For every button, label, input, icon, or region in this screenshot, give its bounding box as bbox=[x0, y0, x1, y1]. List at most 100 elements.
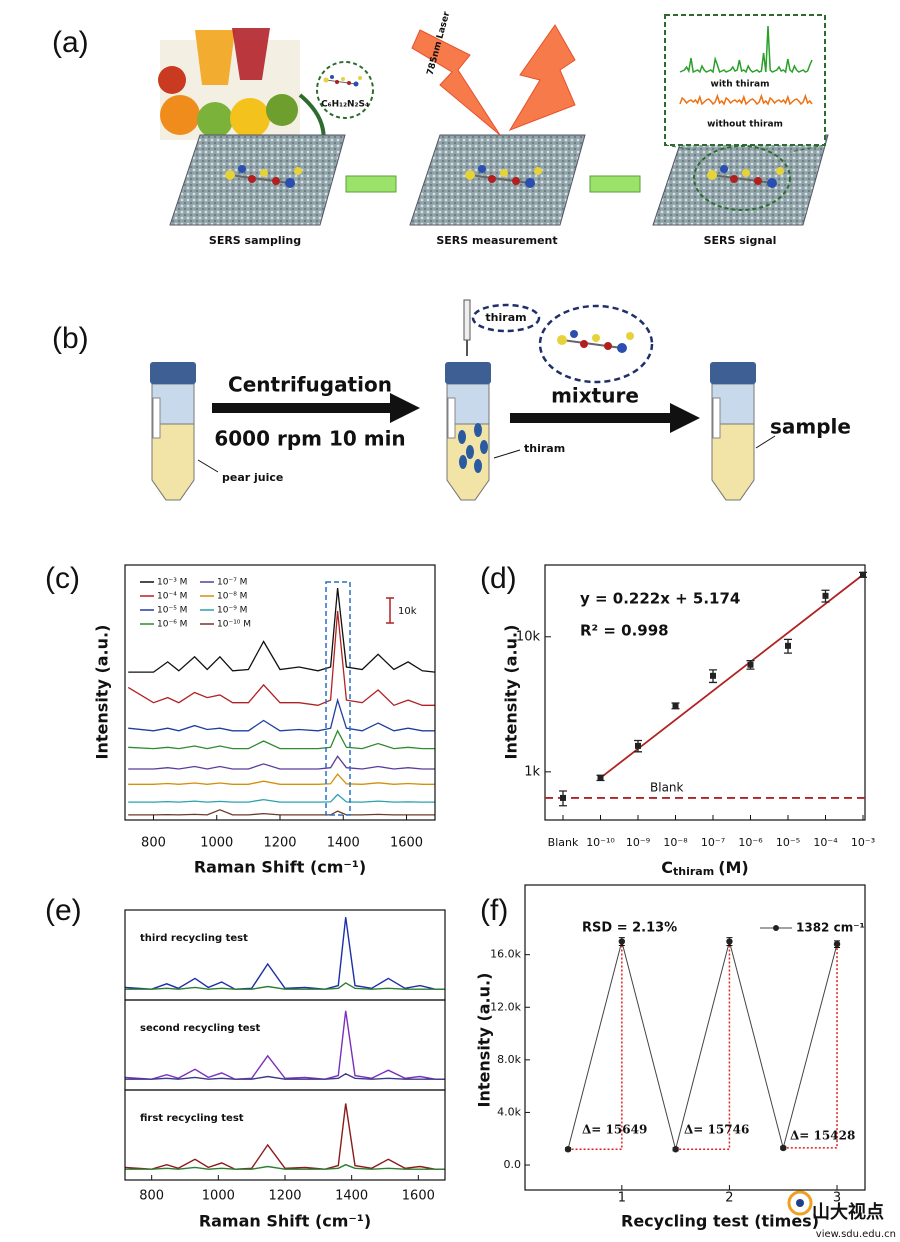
spectrum bbox=[128, 793, 435, 803]
scale-label: 10k bbox=[398, 606, 417, 617]
pointer bbox=[755, 435, 776, 449]
spectrum bbox=[128, 773, 435, 785]
fit-line bbox=[599, 574, 864, 779]
legend-label: 10⁻³ M bbox=[157, 578, 187, 588]
y-axis-label: Intensity (a.u.) bbox=[475, 973, 494, 1108]
x-tick-label: 1 bbox=[618, 1191, 626, 1206]
panel-label: (c) bbox=[45, 562, 80, 595]
delta-label: Δ= 15746 bbox=[684, 1123, 749, 1137]
laser-bolt bbox=[508, 24, 576, 131]
annotation: y = 0.222x + 5.174 bbox=[580, 590, 740, 608]
step-label: SERS measurement bbox=[436, 234, 557, 247]
watermark: 山大视点 view.sdu.edu.cn bbox=[787, 1190, 896, 1240]
point bbox=[833, 940, 841, 948]
scale-bar bbox=[386, 597, 394, 624]
point bbox=[822, 592, 829, 599]
formula: C₆H₁₂N₂S₄ bbox=[321, 100, 369, 110]
point bbox=[560, 794, 566, 801]
x-tick-label: 10⁻³ bbox=[851, 836, 875, 849]
panel-label: (f) bbox=[480, 894, 508, 927]
process-arrow bbox=[589, 175, 641, 193]
molecule-bubble bbox=[316, 61, 374, 119]
process-arrow bbox=[345, 175, 397, 193]
spectrum bbox=[128, 587, 436, 673]
point bbox=[618, 938, 626, 945]
subplot-label: third recycling test bbox=[140, 933, 248, 944]
zoom-line bbox=[664, 144, 695, 151]
y-tick-label: 16.0k bbox=[490, 948, 521, 961]
bubble-label: thiram bbox=[485, 311, 526, 324]
x-tick-label: 10⁻⁵ bbox=[776, 836, 800, 849]
substrate bbox=[409, 134, 586, 226]
y-tick-label: 4.0k bbox=[497, 1105, 521, 1118]
y-tick-label: 10k bbox=[516, 629, 541, 644]
step-condition: 6000 rpm 10 min bbox=[214, 427, 405, 451]
y-tick-label: 8.0k bbox=[497, 1053, 521, 1066]
spectrum bbox=[128, 755, 435, 770]
panel-label: (e) bbox=[45, 894, 82, 927]
tube-label: pear juice bbox=[222, 471, 283, 484]
x-tick-label: 10⁻⁶ bbox=[738, 836, 763, 849]
x-tick-label: 10⁻⁹ bbox=[626, 836, 650, 849]
x-axis-label: Cthiram (M) bbox=[661, 858, 748, 879]
x-axis-label: Raman Shift (cm⁻¹) bbox=[199, 1212, 371, 1231]
spectrum bbox=[128, 697, 435, 732]
spectrum bbox=[127, 610, 435, 707]
y-tick-label: 12.0k bbox=[490, 1000, 521, 1013]
substrate bbox=[652, 134, 829, 226]
plot-frame bbox=[524, 884, 866, 1191]
legend-label: 10⁻⁸ M bbox=[217, 592, 247, 602]
subplot-label: first recycling test bbox=[140, 1113, 244, 1124]
with-label: with thiram bbox=[711, 80, 770, 90]
spectrum bbox=[125, 982, 445, 990]
highlight-box bbox=[325, 581, 351, 816]
arrow bbox=[212, 393, 420, 423]
laser-bolt bbox=[411, 29, 501, 136]
legend-label: 10⁻⁹ M bbox=[217, 606, 247, 616]
x-tick-label: 1000 bbox=[200, 836, 233, 851]
legend-label: 10⁻⁶ M bbox=[157, 620, 187, 630]
panel-label: (d) bbox=[480, 562, 517, 595]
thiram-particles bbox=[458, 423, 488, 473]
point bbox=[785, 642, 791, 649]
spectrum bbox=[124, 1103, 445, 1170]
step-label: mixture bbox=[551, 384, 639, 408]
delta-label: Δ= 15649 bbox=[582, 1123, 647, 1137]
tube bbox=[709, 361, 757, 501]
spectrum bbox=[128, 809, 435, 816]
x-tick-label: 1600 bbox=[402, 1189, 435, 1204]
delta-guide bbox=[568, 941, 623, 1150]
signal-inset bbox=[664, 14, 826, 146]
x-axis-label-part: (M) bbox=[718, 858, 749, 877]
x-tick-label: 800 bbox=[141, 836, 166, 851]
panel-a: (a) C₆H₁₂N₂S₄ 785nm Laser with thira bbox=[52, 10, 829, 247]
panel-b: (b) Centrifugation 6000 rpm 10 min mixtu… bbox=[52, 299, 851, 501]
annotation: R² = 0.998 bbox=[580, 622, 669, 640]
x-tick-label: 1600 bbox=[390, 836, 423, 851]
spectrum bbox=[125, 1163, 445, 1170]
x-tick-label: 10⁻⁸ bbox=[663, 836, 688, 849]
x-axis-label: Raman Shift (cm⁻¹) bbox=[194, 858, 366, 877]
x-axis-label-part: thiram bbox=[673, 865, 714, 878]
tube bbox=[149, 361, 197, 501]
x-axis-label-part: C bbox=[661, 858, 673, 877]
plot-frame bbox=[544, 564, 866, 821]
pointer bbox=[197, 459, 219, 473]
legend-label: 10⁻⁴ M bbox=[157, 592, 187, 602]
x-tick-label: 3 bbox=[833, 1191, 841, 1206]
plot-frame bbox=[124, 564, 436, 821]
pipette bbox=[463, 299, 471, 341]
delta-label: Δ= 15428 bbox=[790, 1129, 855, 1143]
x-axis-label: Recycling test (times) bbox=[621, 1212, 819, 1231]
watermark-url: view.sdu.edu.cn bbox=[816, 1229, 896, 1240]
watermark-name: 山大视点 bbox=[812, 1201, 884, 1223]
x-tick-label: 10⁻⁴ bbox=[813, 836, 838, 849]
y-tick-label: 0.0 bbox=[504, 1158, 522, 1171]
signal-without bbox=[679, 93, 813, 106]
fruit-photo bbox=[158, 28, 300, 140]
point bbox=[780, 1144, 787, 1152]
point bbox=[672, 702, 679, 709]
x-tick-label: 1200 bbox=[268, 1189, 301, 1204]
x-tick-label: 1200 bbox=[263, 836, 296, 851]
arrow bbox=[510, 403, 700, 433]
